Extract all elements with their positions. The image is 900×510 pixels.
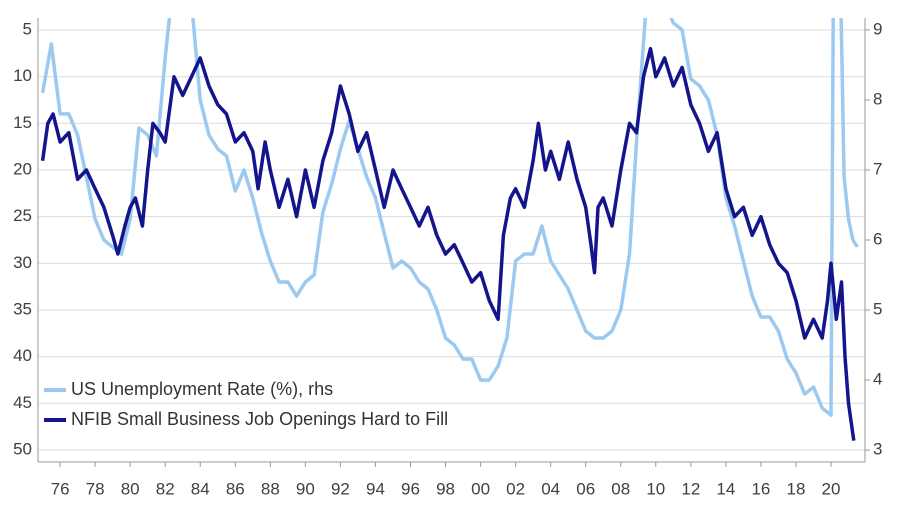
x-tick-label: 78 <box>86 479 105 498</box>
x-tick-label: 20 <box>822 479 841 498</box>
y-tick-label: 50 <box>13 439 32 458</box>
y-tick-label: 15 <box>13 113 32 132</box>
x-tick-label: 90 <box>296 479 315 498</box>
x-tick-label: 98 <box>436 479 455 498</box>
x-tick-label: 96 <box>401 479 420 498</box>
y-tick-label: 10 <box>13 66 32 85</box>
y2-tick-label: 8 <box>873 89 882 108</box>
x-tick-label: 76 <box>51 479 70 498</box>
y-tick-label: 20 <box>13 159 32 178</box>
x-tick-label: 88 <box>261 479 280 498</box>
x-tick-label: 82 <box>156 479 175 498</box>
x-tick-label: 12 <box>681 479 700 498</box>
y-tick-label: 30 <box>13 253 32 272</box>
y2-tick-label: 5 <box>873 300 882 319</box>
x-tick-label: 10 <box>646 479 665 498</box>
y-tick-label: 45 <box>13 393 32 412</box>
x-tick-label: 94 <box>366 479 385 498</box>
x-tick-label: 06 <box>576 479 595 498</box>
x-tick-label: 18 <box>787 479 806 498</box>
x-tick-label: 08 <box>611 479 630 498</box>
series-line <box>40 46 856 441</box>
y-tick-label: 5 <box>23 20 32 39</box>
x-tick-label: 86 <box>226 479 245 498</box>
x-tick-label: 16 <box>751 479 770 498</box>
plot-area <box>40 18 859 441</box>
x-tick-label: 14 <box>716 479 735 498</box>
legend-label: NFIB Small Business Job Openings Hard to… <box>71 409 448 429</box>
y2-tick-label: 3 <box>873 440 882 459</box>
x-tick-label: 92 <box>331 479 350 498</box>
x-tick-label: 04 <box>541 479 560 498</box>
legend: US Unemployment Rate (%), rhs NFIB Small … <box>44 379 448 429</box>
y-tick-label: 40 <box>13 346 32 365</box>
x-tick-label: 80 <box>121 479 140 498</box>
x-tick-label: 00 <box>471 479 490 498</box>
x-tick-label: 84 <box>191 479 210 498</box>
legend-label: US Unemployment Rate (%), rhs <box>71 379 333 399</box>
y2-tick-label: 9 <box>873 19 882 38</box>
series-line <box>40 18 859 417</box>
y2-tick-label: 4 <box>873 370 882 389</box>
y2-tick-label: 7 <box>873 159 882 178</box>
y2-tick-label: 6 <box>873 229 882 248</box>
y-tick-label: 35 <box>13 299 32 318</box>
x-tick-label: 02 <box>506 479 525 498</box>
y-tick-label: 25 <box>13 206 32 225</box>
